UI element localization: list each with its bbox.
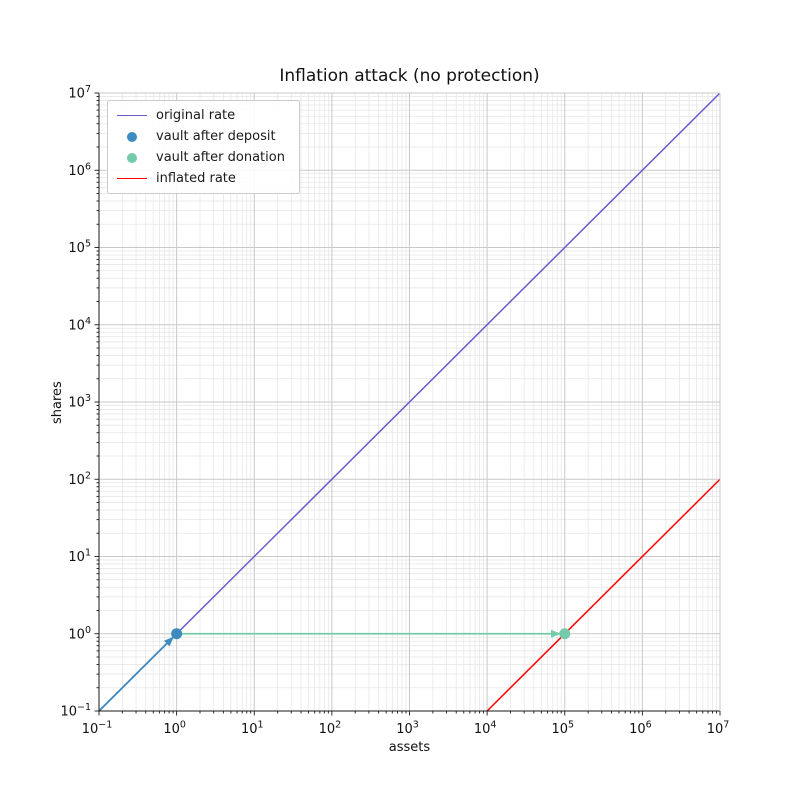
x-tick-label: 102	[319, 720, 342, 738]
y-axis-label: shares	[50, 381, 65, 424]
series-deposit-transition-arrow	[98, 636, 174, 712]
y-tick-label: 105	[68, 239, 91, 257]
dot-icon	[127, 152, 137, 163]
y-tick-label: 102	[68, 470, 91, 488]
x-tick-label: 104	[474, 720, 497, 738]
y-tick-label: 101	[68, 548, 91, 566]
legend-entry-label: original rate	[156, 108, 236, 123]
legend-line-swatch	[117, 115, 147, 116]
chart-title: Inflation attack (no protection)	[279, 66, 540, 86]
legend-entry-inflated-rate: inflated rate	[108, 168, 291, 189]
legend-entry-vault-after-donation: vault after donation	[108, 147, 291, 168]
legend-entry-original-rate: original rate	[108, 105, 291, 126]
series-inflated-rate	[486, 478, 721, 712]
x-tick-label: 107	[707, 720, 730, 738]
y-tick-label: 10−1	[60, 702, 91, 720]
y-tick-label: 107	[68, 84, 91, 102]
legend-entry-label: inflated rate	[156, 171, 236, 186]
legend-entry-label: vault after donation	[156, 150, 285, 165]
legend: original rate vault after deposit vault af…	[107, 100, 300, 194]
line-icon	[117, 178, 147, 179]
tick-marks	[94, 92, 721, 716]
point-vault-after-donation	[559, 628, 571, 640]
series-original-rate	[98, 92, 721, 712]
legend-dot-swatch	[117, 152, 147, 163]
x-tick-label: 103	[396, 720, 419, 738]
x-tick-label: 100	[163, 720, 186, 738]
x-axis-label: assets	[388, 740, 431, 755]
y-tick-label: 103	[68, 393, 91, 411]
legend-dot-swatch	[117, 131, 147, 142]
line-icon	[117, 115, 147, 116]
dot-icon	[127, 131, 137, 142]
legend-entry-vault-after-deposit: vault after deposit	[108, 126, 291, 147]
y-tick-label: 104	[68, 316, 91, 334]
point-vault-after-deposit	[171, 628, 183, 640]
legend-line-swatch	[117, 178, 147, 179]
y-tick-label: 100	[68, 625, 91, 643]
y-tick-label: 106	[68, 161, 91, 179]
x-tick-label: 10−1	[82, 720, 113, 738]
x-tick-label: 106	[629, 720, 652, 738]
legend-entry-label: vault after deposit	[156, 129, 276, 144]
x-tick-label: 105	[551, 720, 574, 738]
x-tick-label: 101	[241, 720, 264, 738]
